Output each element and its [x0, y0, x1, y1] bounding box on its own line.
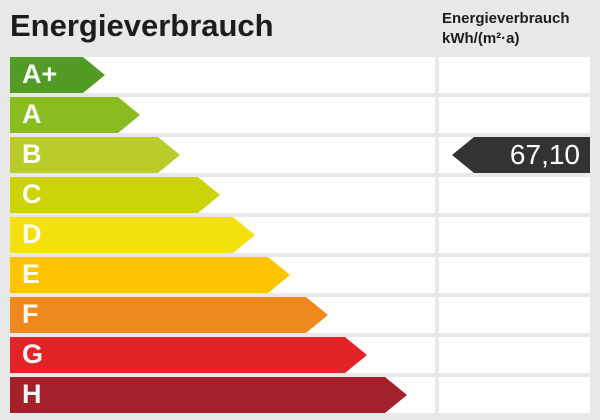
- scale-row-f: F: [10, 297, 590, 333]
- value-cell-aplus: [439, 57, 590, 93]
- consumption-value-marker: 67,10: [452, 137, 590, 173]
- energy-class-letter-d: D: [22, 218, 42, 249]
- scale-cell-a: A: [10, 97, 435, 133]
- scale-cell-d: D: [10, 217, 435, 253]
- energy-class-letter-h: H: [22, 378, 42, 409]
- scale-cell-h: H: [10, 377, 435, 413]
- energy-class-bar-e: E: [10, 257, 290, 293]
- scale-cell-aplus: A+: [10, 57, 435, 93]
- value-cell-f: [439, 297, 590, 333]
- scale-row-e: E: [10, 257, 590, 293]
- energy-class-letter-e: E: [22, 258, 41, 289]
- energy-class-bar-h: H: [10, 377, 407, 413]
- value-cell-a: [439, 97, 590, 133]
- value-cell-e: [439, 257, 590, 293]
- energy-class-bar-f: F: [10, 297, 328, 333]
- scale-row-g: G: [10, 337, 590, 373]
- scale-cell-g: G: [10, 337, 435, 373]
- value-cell-g: [439, 337, 590, 373]
- energy-class-bar-g: G: [10, 337, 367, 373]
- energy-class-letter-c: C: [22, 178, 42, 209]
- scale-row-a: A: [10, 97, 590, 133]
- energy-class-bar-d: D: [10, 217, 255, 253]
- energy-class-letter-a: A: [22, 98, 42, 129]
- scale-cell-c: C: [10, 177, 435, 213]
- value-cell-d: [439, 217, 590, 253]
- scale-row-b: B 67,10: [10, 137, 590, 173]
- energy-class-bar-a: A: [10, 97, 140, 133]
- scale-cell-f: F: [10, 297, 435, 333]
- value-cell-h: [439, 377, 590, 413]
- energy-class-bar-aplus: A+: [10, 57, 105, 93]
- energy-class-letter-f: F: [22, 298, 39, 329]
- scale-cell-e: E: [10, 257, 435, 293]
- energy-class-bar-c: C: [10, 177, 220, 213]
- energy-class-letter-g: G: [22, 338, 44, 369]
- unit-header-unit: kWh/(m²·a): [442, 30, 520, 47]
- energy-class-letter-b: B: [22, 138, 42, 169]
- scale-row-aplus: A+: [10, 57, 590, 93]
- value-cell-b: 67,10: [439, 137, 590, 173]
- energy-scale: A+ A B 67,10 C D E F G H: [10, 57, 590, 417]
- consumption-value: 67,10: [509, 139, 580, 170]
- unit-header: Energieverbrauch kWh/(m²·a): [442, 9, 570, 49]
- scale-row-c: C: [10, 177, 590, 213]
- page-title: Energieverbrauch: [10, 8, 274, 43]
- energy-class-bar-b: B: [10, 137, 180, 173]
- scale-row-h: H: [10, 377, 590, 413]
- scale-cell-b: B: [10, 137, 435, 173]
- unit-header-title: Energieverbrauch: [442, 10, 570, 27]
- energy-class-letter-aplus: A+: [22, 58, 58, 89]
- scale-row-d: D: [10, 217, 590, 253]
- value-cell-c: [439, 177, 590, 213]
